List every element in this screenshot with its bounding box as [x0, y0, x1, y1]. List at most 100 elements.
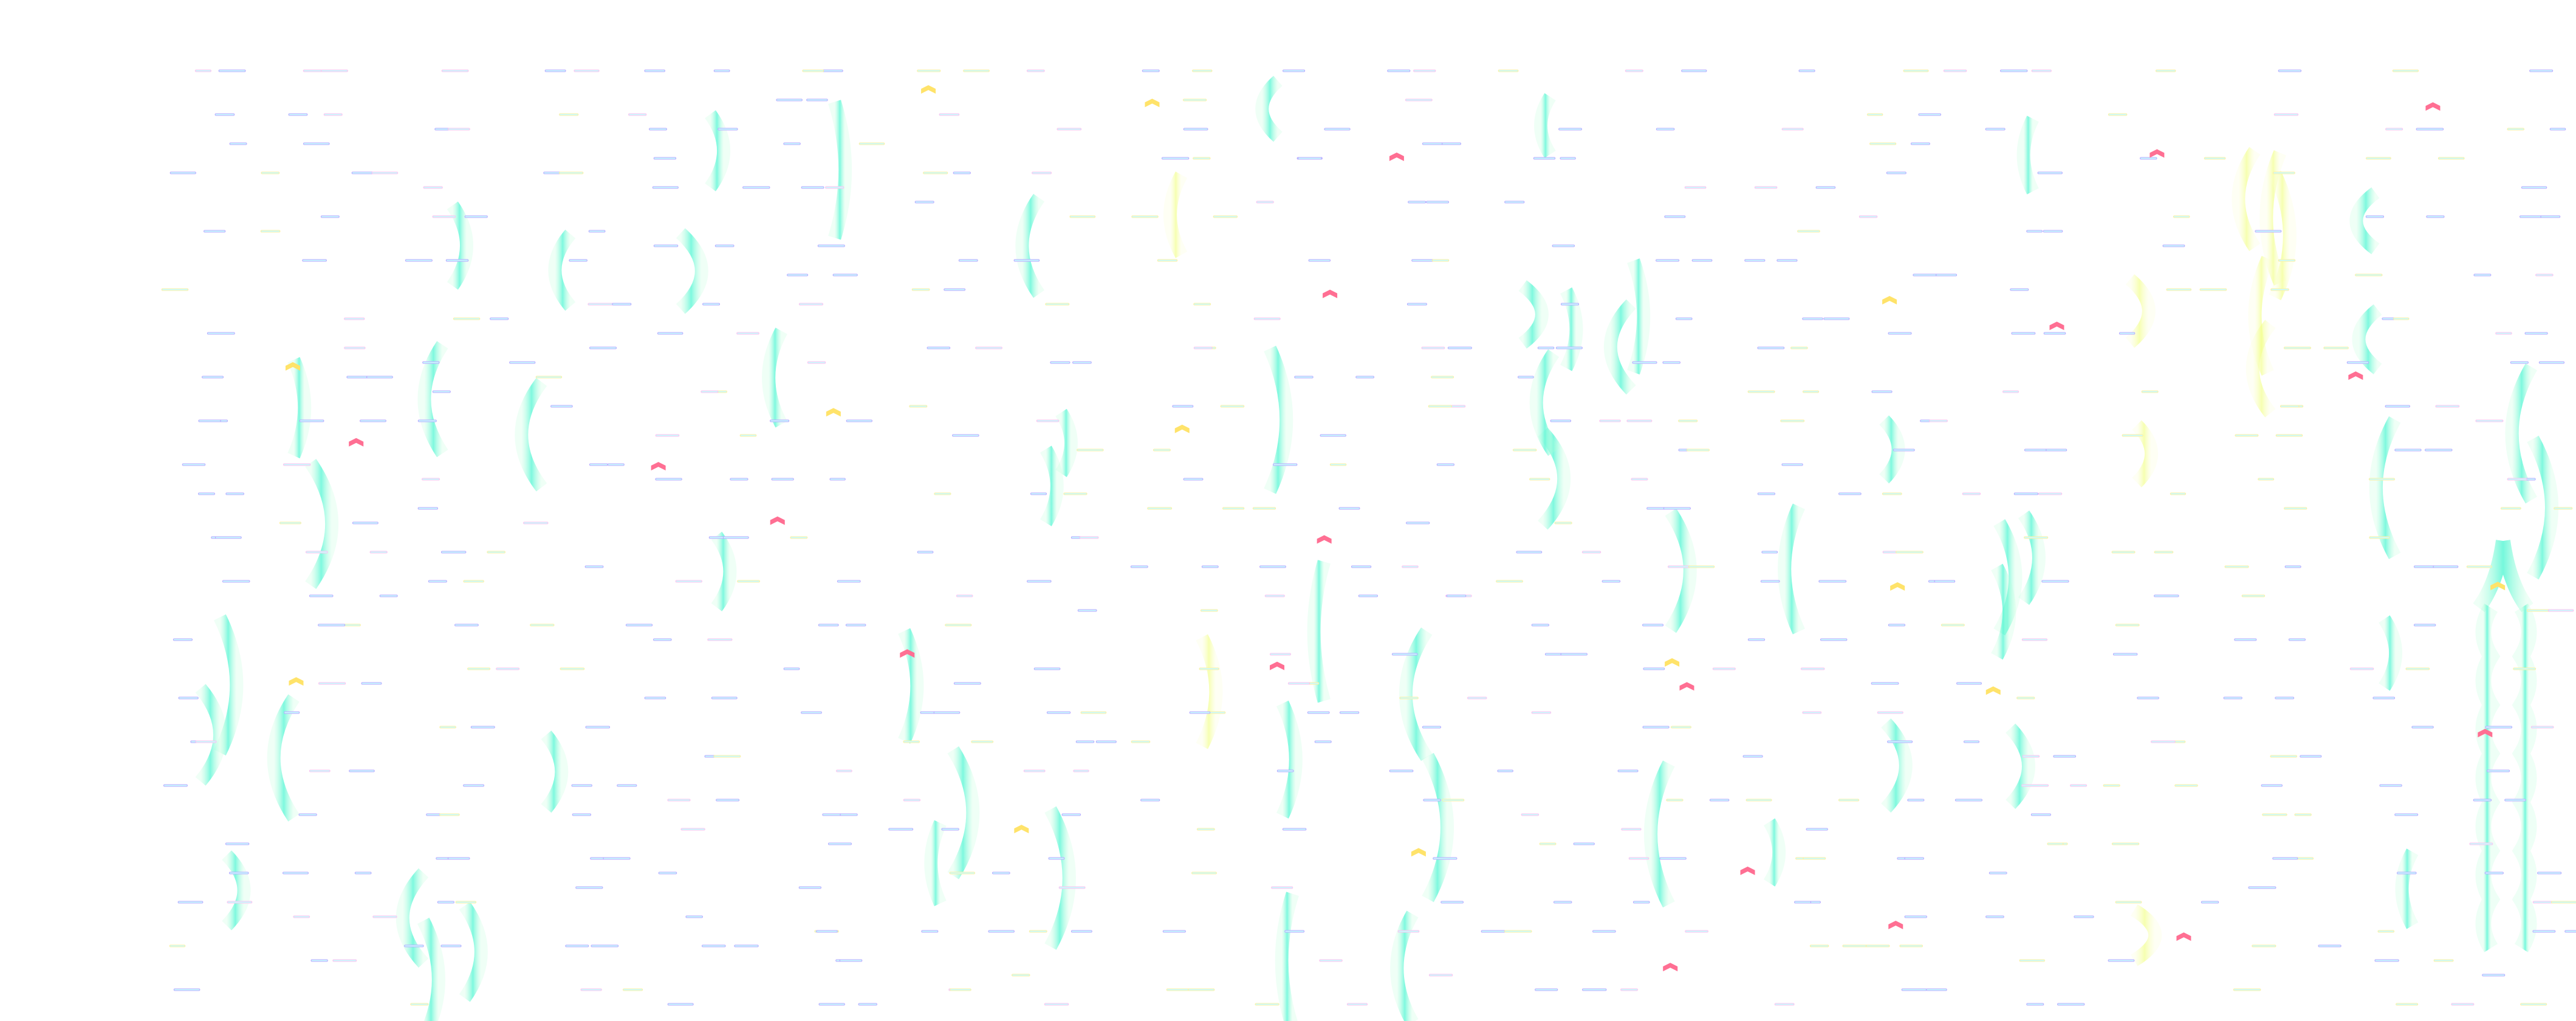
dash-mark [802, 69, 824, 72]
dash-mark [354, 871, 372, 875]
dash-mark [992, 871, 1010, 875]
dash-mark [718, 128, 738, 131]
dash-mark [2397, 871, 2417, 875]
dash-mark [2532, 930, 2556, 933]
dash-mark [1838, 799, 1860, 802]
dash-mark [2026, 230, 2043, 233]
dash-mark [816, 930, 838, 933]
dash-mark [2026, 1003, 2044, 1006]
dash-mark [1193, 157, 1211, 160]
dash-mark [840, 813, 858, 816]
dash-mark [2540, 215, 2561, 218]
dash-mark [197, 492, 215, 495]
dash-mark [1896, 551, 1923, 554]
dash-mark [2261, 784, 2283, 787]
dash-mark [1552, 244, 1575, 247]
dash-mark [349, 769, 375, 772]
dash-mark [2385, 405, 2411, 408]
dash-mark [214, 113, 235, 116]
dash-mark [975, 346, 1002, 349]
dash-mark [1271, 886, 1293, 889]
dash-mark [917, 69, 941, 72]
dash-mark [617, 784, 637, 787]
dash-mark [2255, 230, 2282, 233]
dash-mark [228, 871, 249, 875]
dash-mark [770, 419, 790, 422]
dash-mark [1529, 478, 1550, 481]
curve-shape [1881, 718, 1913, 813]
dash-mark [1161, 157, 1190, 160]
dash-mark [1659, 857, 1687, 860]
curve-shape [2395, 848, 2419, 929]
dash-mark [225, 842, 250, 845]
dash-mark [1387, 69, 1411, 72]
dash-mark [2425, 449, 2453, 452]
dash-mark [730, 478, 748, 481]
dash-mark [658, 871, 677, 875]
chevron-up-icon [285, 362, 300, 371]
dash-mark [2047, 842, 2064, 845]
dash-mark [1809, 944, 1829, 947]
dash-mark [169, 944, 186, 947]
curve-shape [515, 377, 547, 492]
dash-mark [439, 726, 456, 729]
dash-mark [1423, 799, 1441, 802]
dash-mark [2538, 361, 2565, 364]
dash-mark [550, 405, 573, 408]
dash-mark [161, 288, 189, 291]
chevron-up-icon [1985, 686, 2001, 695]
dash-mark [911, 288, 930, 291]
dash-mark [559, 113, 579, 116]
dash-mark [303, 142, 330, 145]
dash-mark [836, 769, 852, 772]
dash-mark [988, 930, 1015, 933]
dash-mark [1046, 711, 1071, 714]
dash-mark [260, 230, 281, 233]
chevron-up-icon [2478, 729, 2493, 738]
dash-mark [2564, 930, 2576, 933]
dash-mark [1157, 259, 1178, 262]
dash-mark [1599, 419, 1621, 422]
dash-mark [827, 842, 852, 845]
dash-mark [1744, 259, 1766, 262]
dash-mark [818, 1003, 845, 1006]
dash-mark [2396, 1003, 2419, 1006]
dash-mark [182, 463, 206, 466]
dash-mark [2537, 871, 2562, 875]
dash-mark [801, 711, 822, 714]
chevron-up-icon [1317, 535, 1332, 544]
dash-mark [303, 69, 323, 72]
dash-mark [2108, 113, 2128, 116]
dash-mark [214, 536, 242, 539]
chevron-up-icon [1740, 866, 1755, 875]
dash-mark [2166, 288, 2191, 291]
dash-mark [447, 857, 470, 860]
dash-mark [2547, 609, 2574, 612]
dash-mark [2469, 842, 2493, 845]
dash-mark [202, 376, 224, 379]
dash-mark [2272, 857, 2298, 860]
dash-mark [713, 69, 730, 72]
dash-mark [1621, 828, 1642, 831]
dash-mark [332, 959, 357, 962]
dash-mark [1447, 346, 1472, 349]
dash-mark [1075, 740, 1095, 743]
dash-mark [846, 419, 872, 422]
dash-mark [227, 901, 253, 904]
dash-mark [2284, 346, 2311, 349]
dash-mark [1045, 303, 1070, 306]
dash-mark [2258, 478, 2275, 481]
dash-mark [2355, 273, 2383, 277]
dash-mark [1193, 303, 1211, 306]
dash-mark [1625, 69, 1643, 72]
dash-mark [346, 376, 370, 379]
dash-mark [1691, 259, 1713, 262]
dash-mark [798, 303, 823, 306]
dash-mark [1397, 930, 1420, 933]
dash-mark [675, 580, 702, 583]
dash-mark [2070, 784, 2088, 787]
dash-mark [574, 69, 600, 72]
dash-mark [544, 69, 566, 72]
curve-shape [1778, 503, 1805, 634]
